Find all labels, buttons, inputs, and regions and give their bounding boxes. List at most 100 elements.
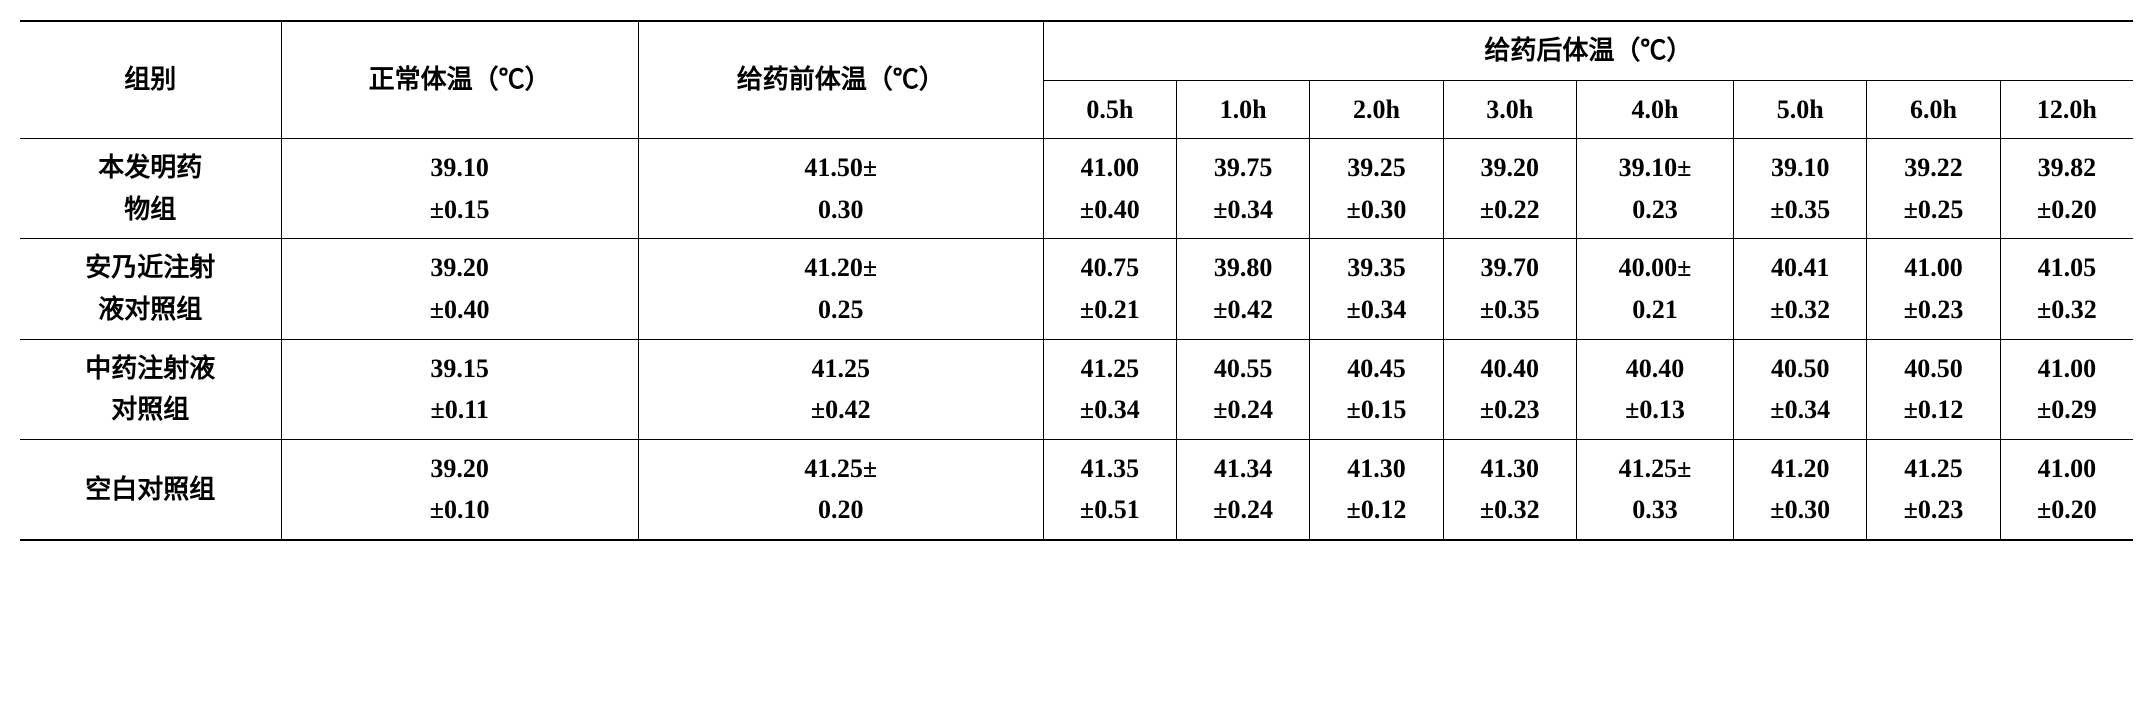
cell-line1: 39.22 (1873, 147, 1993, 189)
post-dose-cell: 40.75±0.21 (1043, 239, 1176, 339)
cell-line2: ±0.25 (1873, 189, 1993, 231)
cell-line1: 41.50± (645, 147, 1037, 189)
cell-line2: ±0.24 (1183, 389, 1303, 431)
cell-line2: ±0.42 (1183, 289, 1303, 331)
post-dose-cell: 39.22±0.25 (1867, 139, 2000, 239)
table-row: 安乃近注射液对照组39.20±0.4041.20±0.2540.75±0.213… (20, 239, 2133, 339)
post-dose-cell: 39.10±0.35 (1734, 139, 1867, 239)
cell-line2: ±0.22 (1450, 189, 1570, 231)
post-dose-cell: 41.00±0.23 (1867, 239, 2000, 339)
cell-line2: ±0.34 (1183, 189, 1303, 231)
cell-line1: 41.00 (2007, 348, 2127, 390)
post-dose-cell: 40.55±0.24 (1176, 339, 1309, 439)
cell-line2: ±0.32 (2007, 289, 2127, 331)
post-dose-cell: 41.25±0.33 (1576, 439, 1733, 540)
cell-line2: ±0.15 (288, 189, 632, 231)
table-row: 空白对照组39.20±0.1041.25±0.2041.35±0.5141.34… (20, 439, 2133, 540)
cell-line1: 41.00 (1873, 247, 1993, 289)
cell-line1: 39.10 (288, 147, 632, 189)
post-dose-cell: 40.50±0.12 (1867, 339, 2000, 439)
post-dose-cell: 41.30±0.32 (1443, 439, 1576, 540)
cell-line1: 39.82 (2007, 147, 2127, 189)
post-dose-cell: 39.80±0.42 (1176, 239, 1309, 339)
post-dose-cell: 41.34±0.24 (1176, 439, 1309, 540)
post-dose-cell: 39.70±0.35 (1443, 239, 1576, 339)
cell-line2: ±0.40 (288, 289, 632, 331)
normal-temp-cell: 39.15±0.11 (281, 339, 638, 439)
cell-line2: 物组 (26, 189, 275, 231)
cell-line1: 41.20 (1740, 448, 1860, 490)
col-header-time: 6.0h (1867, 80, 2000, 139)
post-dose-cell: 40.45±0.15 (1310, 339, 1443, 439)
cell-line1: 41.25 (645, 348, 1037, 390)
post-dose-cell: 41.00±0.29 (2000, 339, 2133, 439)
cell-line1: 39.20 (288, 448, 632, 490)
cell-line2: ±0.34 (1316, 289, 1436, 331)
cell-line2: ±0.23 (1450, 389, 1570, 431)
post-dose-cell: 39.82±0.20 (2000, 139, 2133, 239)
cell-line2: ±0.30 (1740, 489, 1860, 531)
cell-line2: ±0.11 (288, 389, 632, 431)
cell-line1: 空白对照组 (26, 469, 275, 511)
post-dose-cell: 41.00±0.40 (1043, 139, 1176, 239)
col-header-normal-temp: 正常体温（℃） (281, 21, 638, 139)
cell-line1: 40.41 (1740, 247, 1860, 289)
cell-line1: 39.15 (288, 348, 632, 390)
cell-line1: 40.50 (1873, 348, 1993, 390)
cell-line1: 39.75 (1183, 147, 1303, 189)
cell-line2: 对照组 (26, 389, 275, 431)
temperature-table: 组别 正常体温（℃） 给药前体温（℃） 给药后体温（℃） 0.5h 1.0h 2… (20, 20, 2133, 541)
cell-line2: 0.30 (645, 189, 1037, 231)
col-header-time: 12.0h (2000, 80, 2133, 139)
normal-temp-cell: 39.20±0.10 (281, 439, 638, 540)
cell-line2: ±0.35 (1740, 189, 1860, 231)
col-header-post-dose-temp: 给药后体温（℃） (1043, 21, 2133, 80)
cell-line2: ±0.51 (1050, 489, 1170, 531)
normal-temp-cell: 39.10±0.15 (281, 139, 638, 239)
post-dose-cell: 39.35±0.34 (1310, 239, 1443, 339)
post-dose-cell: 40.50±0.34 (1734, 339, 1867, 439)
group-cell: 空白对照组 (20, 439, 281, 540)
cell-line2: ±0.32 (1740, 289, 1860, 331)
post-dose-cell: 41.05±0.32 (2000, 239, 2133, 339)
cell-line2: 液对照组 (26, 289, 275, 331)
cell-line1: 39.80 (1183, 247, 1303, 289)
cell-line2: ±0.42 (645, 389, 1037, 431)
cell-line2: ±0.24 (1183, 489, 1303, 531)
cell-line1: 39.25 (1316, 147, 1436, 189)
post-dose-cell: 40.41±0.32 (1734, 239, 1867, 339)
cell-line1: 41.30 (1316, 448, 1436, 490)
cell-line1: 41.25± (1583, 448, 1727, 490)
cell-line2: 0.33 (1583, 489, 1727, 531)
col-header-time: 0.5h (1043, 80, 1176, 139)
cell-line2: ±0.29 (2007, 389, 2127, 431)
cell-line1: 39.20 (1450, 147, 1570, 189)
cell-line1: 39.20 (288, 247, 632, 289)
cell-line2: ±0.23 (1873, 489, 1993, 531)
col-header-group: 组别 (20, 21, 281, 139)
cell-line1: 41.30 (1450, 448, 1570, 490)
col-header-pre-dose-temp: 给药前体温（℃） (638, 21, 1043, 139)
cell-line1: 41.25 (1050, 348, 1170, 390)
cell-line2: ±0.12 (1316, 489, 1436, 531)
cell-line1: 40.50 (1740, 348, 1860, 390)
cell-line1: 中药注射液 (26, 348, 275, 390)
cell-line2: ±0.34 (1740, 389, 1860, 431)
table-row: 本发明药物组39.10±0.1541.50±0.3041.00±0.4039.7… (20, 139, 2133, 239)
cell-line1: 41.34 (1183, 448, 1303, 490)
cell-line1: 41.00 (2007, 448, 2127, 490)
cell-line2: ±0.30 (1316, 189, 1436, 231)
group-cell: 本发明药物组 (20, 139, 281, 239)
cell-line2: ±0.13 (1583, 389, 1727, 431)
table-row: 中药注射液对照组39.15±0.1141.25±0.4241.25±0.3440… (20, 339, 2133, 439)
cell-line2: 0.25 (645, 289, 1037, 331)
post-dose-cell: 39.10±0.23 (1576, 139, 1733, 239)
cell-line2: 0.23 (1583, 189, 1727, 231)
post-dose-cell: 40.40±0.13 (1576, 339, 1733, 439)
col-header-time: 1.0h (1176, 80, 1309, 139)
cell-line1: 39.70 (1450, 247, 1570, 289)
cell-line1: 40.40 (1450, 348, 1570, 390)
cell-line2: ±0.34 (1050, 389, 1170, 431)
cell-line1: 本发明药 (26, 147, 275, 189)
cell-line1: 41.25 (1873, 448, 1993, 490)
